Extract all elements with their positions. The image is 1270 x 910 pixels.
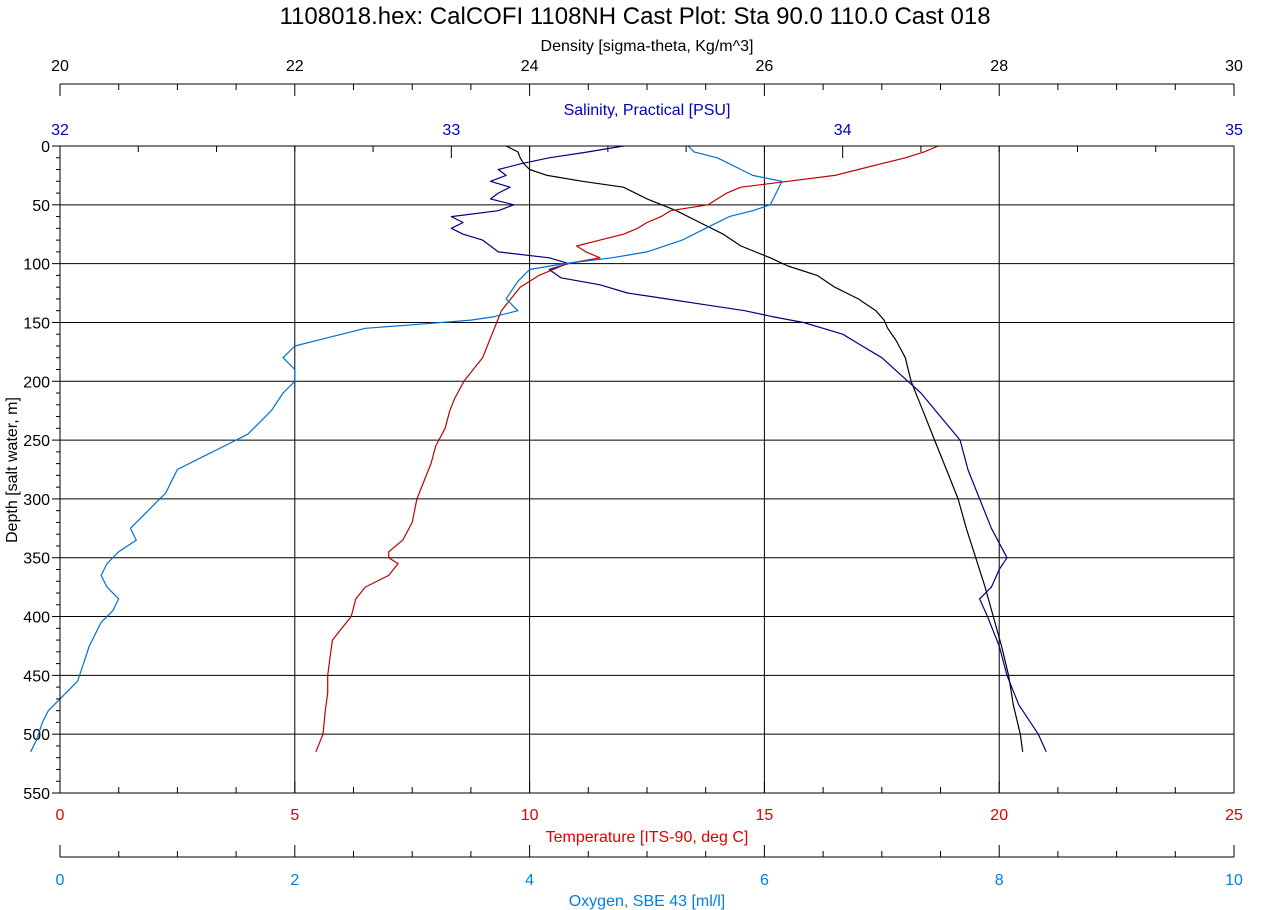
chart-title: 1108018.hex: CalCOFI 1108NH Cast Plot: S… [279,3,990,30]
depth-tick-label: 300 [23,492,50,509]
density-tick-label: 22 [286,58,304,75]
salinity-tick-label: 33 [442,122,460,139]
density-tick-label: 28 [990,58,1008,75]
temperature-tick-label: 25 [1225,807,1243,824]
depth-tick-label: 0 [41,139,50,156]
temperature-tick-label: 15 [756,807,774,824]
density-tick-label: 30 [1225,58,1243,75]
depth-tick-label: 200 [23,374,50,391]
depth-tick-label: 500 [23,727,50,744]
depth-tick-label: 50 [32,198,50,215]
depth-tick-label: 150 [23,315,50,332]
depth-tick-label: 250 [23,433,50,450]
oxygen-tick-label: 0 [56,872,65,889]
y-axis-label: Depth [salt water, m] [4,397,21,543]
oxygen-profile-line [30,145,783,753]
oxygen-tick-label: 8 [995,872,1004,889]
depth-tick-label: 550 [23,786,50,803]
temperature-tick-label: 0 [56,807,65,824]
oxygen-axis-label: Oxygen, SBE 43 [ml/l] [569,893,726,910]
density-tick-label: 24 [521,58,539,75]
oxygen-tick-label: 4 [525,872,534,889]
temperature-tick-label: 5 [290,807,299,824]
density-tick-label: 26 [756,58,774,75]
temperature-tick-label: 20 [990,807,1008,824]
salinity-profile-line [450,145,1047,753]
depth-tick-label: 450 [23,668,50,685]
profile-lines [30,145,1047,753]
grid [59,145,1235,794]
density-tick-label: 20 [51,58,69,75]
salinity-tick-label: 34 [834,122,852,139]
oxygen-tick-label: 6 [760,872,769,889]
oxygen-tick-label: 2 [290,872,299,889]
density-axis-label: Density [sigma-theta, Kg/m^3] [541,38,754,55]
salinity-tick-label: 32 [51,122,69,139]
density-profile-line [505,145,1024,752]
oxygen-tick-label: 10 [1225,872,1243,889]
salinity-tick-label: 35 [1225,122,1243,139]
salinity-axis-label: Salinity, Practical [PSU] [564,102,731,119]
depth-tick-label: 400 [23,610,50,627]
depth-tick-label: 350 [23,551,50,568]
temperature-axis-label: Temperature [ITS-90, deg C] [546,829,749,846]
temperature-tick-label: 10 [521,807,539,824]
depth-tick-label: 100 [23,257,50,274]
temperature-profile-line [315,145,939,753]
plot-frame [59,145,1235,794]
